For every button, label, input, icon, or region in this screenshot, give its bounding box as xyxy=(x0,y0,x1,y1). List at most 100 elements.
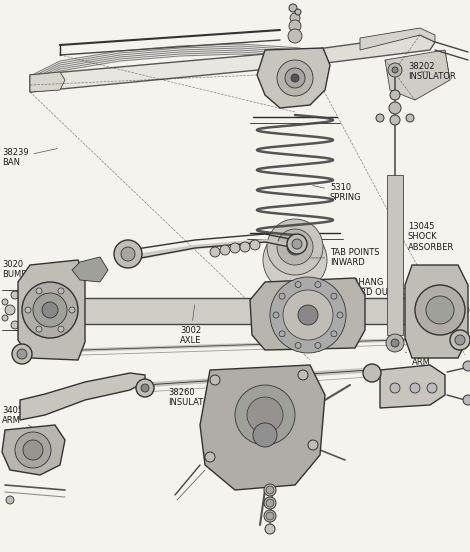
Circle shape xyxy=(283,290,333,340)
Circle shape xyxy=(11,291,19,299)
Circle shape xyxy=(388,63,402,77)
FancyBboxPatch shape xyxy=(387,175,403,335)
Circle shape xyxy=(247,397,283,433)
Polygon shape xyxy=(18,260,85,360)
Circle shape xyxy=(277,229,313,265)
Circle shape xyxy=(287,239,303,255)
Polygon shape xyxy=(380,365,445,408)
Circle shape xyxy=(250,240,260,250)
Circle shape xyxy=(264,510,276,522)
Circle shape xyxy=(266,486,274,494)
Polygon shape xyxy=(360,28,435,50)
Circle shape xyxy=(455,335,465,345)
Polygon shape xyxy=(250,278,365,350)
Circle shape xyxy=(36,288,42,294)
Circle shape xyxy=(461,306,469,314)
Polygon shape xyxy=(257,48,330,108)
Circle shape xyxy=(298,305,318,325)
Text: OVERHANG
TOWARD OUTSIDE: OVERHANG TOWARD OUTSIDE xyxy=(335,278,412,298)
Polygon shape xyxy=(30,72,65,92)
Circle shape xyxy=(376,114,384,122)
Circle shape xyxy=(58,326,64,332)
Text: 3002
AXLE: 3002 AXLE xyxy=(180,305,201,346)
Text: 13045
SHOCK
ABSORBER: 13045 SHOCK ABSORBER xyxy=(398,222,454,252)
Circle shape xyxy=(279,293,285,299)
Circle shape xyxy=(337,312,343,318)
Circle shape xyxy=(114,240,142,268)
Circle shape xyxy=(315,282,321,288)
Circle shape xyxy=(463,395,470,405)
Circle shape xyxy=(265,524,275,534)
Circle shape xyxy=(240,242,250,252)
Circle shape xyxy=(363,364,381,382)
Circle shape xyxy=(331,293,337,299)
Circle shape xyxy=(390,383,400,393)
Circle shape xyxy=(2,299,8,305)
Circle shape xyxy=(266,512,274,520)
Circle shape xyxy=(264,497,276,509)
Circle shape xyxy=(270,277,346,353)
Circle shape xyxy=(285,68,305,88)
Circle shape xyxy=(230,243,240,253)
Circle shape xyxy=(288,29,302,43)
Circle shape xyxy=(33,293,67,327)
Circle shape xyxy=(2,315,8,321)
Circle shape xyxy=(121,247,135,261)
FancyBboxPatch shape xyxy=(330,298,440,324)
Circle shape xyxy=(391,339,399,347)
Circle shape xyxy=(426,296,454,324)
Circle shape xyxy=(287,234,307,254)
Polygon shape xyxy=(200,365,325,490)
Circle shape xyxy=(390,90,400,100)
Circle shape xyxy=(410,383,420,393)
Circle shape xyxy=(295,342,301,348)
Circle shape xyxy=(220,245,230,255)
Circle shape xyxy=(389,102,401,114)
Circle shape xyxy=(266,499,274,507)
Circle shape xyxy=(279,331,285,337)
Circle shape xyxy=(273,312,279,318)
Circle shape xyxy=(292,239,302,249)
Text: 3020
BUMPER: 3020 BUMPER xyxy=(2,260,75,279)
Text: 3405
ARM: 3405 ARM xyxy=(2,406,38,431)
Circle shape xyxy=(11,321,19,329)
Circle shape xyxy=(459,295,465,301)
Circle shape xyxy=(235,385,295,445)
Circle shape xyxy=(263,228,327,292)
Circle shape xyxy=(295,9,301,15)
Circle shape xyxy=(450,330,470,350)
Polygon shape xyxy=(20,373,145,420)
Circle shape xyxy=(315,342,321,348)
Circle shape xyxy=(253,423,277,447)
FancyBboxPatch shape xyxy=(50,298,280,324)
Circle shape xyxy=(136,379,154,397)
Polygon shape xyxy=(405,265,468,358)
Circle shape xyxy=(36,326,42,332)
Polygon shape xyxy=(385,50,450,100)
Polygon shape xyxy=(72,257,108,282)
Circle shape xyxy=(17,349,27,359)
Circle shape xyxy=(290,13,300,23)
Circle shape xyxy=(5,305,15,315)
Circle shape xyxy=(390,115,400,125)
Circle shape xyxy=(392,67,398,73)
Polygon shape xyxy=(30,50,310,92)
Circle shape xyxy=(406,114,414,122)
Circle shape xyxy=(386,334,404,352)
Circle shape xyxy=(210,375,220,385)
Circle shape xyxy=(277,60,313,96)
Text: 3405
ARM: 3405 ARM xyxy=(405,348,433,368)
Polygon shape xyxy=(310,35,435,65)
Circle shape xyxy=(308,440,318,450)
Circle shape xyxy=(264,484,276,496)
Circle shape xyxy=(42,302,58,318)
Text: 5310
SPRING: 5310 SPRING xyxy=(313,183,361,203)
Circle shape xyxy=(427,383,437,393)
Circle shape xyxy=(15,432,51,468)
Circle shape xyxy=(25,307,31,313)
Circle shape xyxy=(23,440,43,460)
Circle shape xyxy=(289,4,297,12)
Text: 38239
BAN: 38239 BAN xyxy=(2,148,57,167)
Circle shape xyxy=(69,307,75,313)
Circle shape xyxy=(415,285,465,335)
